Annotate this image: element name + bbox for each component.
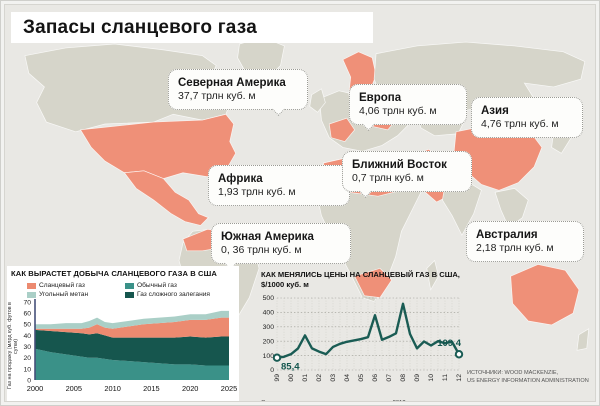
region-name: Северная Америка xyxy=(178,77,286,89)
production-chart-svg: 0 10 20 30 40 50 60 70 2000 2005 2010 2015 2020 2025 xyxy=(23,299,237,393)
svg-text:85,4: 85,4 xyxy=(281,361,300,372)
svg-text:60: 60 xyxy=(23,311,31,318)
region-name: Азия xyxy=(481,105,509,117)
price-chart-panel: КАК МЕНЯЛИСЬ ЦЕНЫ НА СЛАНЦЕВЫЙ ГАЗ В США… xyxy=(261,270,473,401)
svg-text:2005: 2005 xyxy=(66,384,82,393)
callout-australia: Австралия 2,18 трлн куб. м xyxy=(466,221,584,262)
map-mexico-highlight xyxy=(123,170,209,226)
legend-item: Обычный газ xyxy=(125,281,235,290)
region-name: Австралия xyxy=(476,229,538,241)
svg-text:2010: 2010 xyxy=(104,384,120,393)
svg-text:2015: 2015 xyxy=(143,384,159,393)
svg-text:2000: 2000 xyxy=(27,384,43,393)
legend-swatch xyxy=(27,282,36,289)
price-chart-units: $/1000 куб. м xyxy=(261,279,309,289)
svg-text:02: 02 xyxy=(316,374,323,382)
region-value: 0,7 трлн куб. м xyxy=(352,172,424,185)
map-uk xyxy=(309,88,326,113)
svg-text:07: 07 xyxy=(386,374,393,382)
svg-text:09: 09 xyxy=(414,374,421,382)
map-australia-highlight xyxy=(510,264,580,326)
callout-europe: Европа 4,06 трлн куб. м xyxy=(349,84,467,131)
svg-text:0: 0 xyxy=(27,377,31,384)
svg-text:20: 20 xyxy=(23,355,31,362)
price-chart-svg: 0 100 200 300 400 500 99 00 01 02 03 04 05 06 07 08 09 10… xyxy=(263,295,464,382)
svg-text:10: 10 xyxy=(428,374,435,382)
svg-text:01: 01 xyxy=(302,374,309,382)
callout-africa: Африка 1,93 трлн куб. м xyxy=(208,165,356,206)
map-southeast-asia xyxy=(494,188,529,228)
map-france-highlight xyxy=(328,117,356,142)
price-chart-caption: Средние цены за январь и июль каждого го… xyxy=(261,400,473,401)
sources-note: ИСТОЧНИКИ: WOOD MACKENZIE, US ENERGY INF… xyxy=(467,369,595,386)
svg-text:08: 08 xyxy=(400,374,407,382)
production-chart-legend: Сланцевый газ Обычный газ Угольный метан Га… xyxy=(27,281,235,299)
svg-text:100: 100 xyxy=(263,353,275,360)
source-line-1: ИСТОЧНИКИ: WOOD MACKENZIE, xyxy=(467,370,559,376)
page-title: Запасы сланцевого газа xyxy=(23,16,257,38)
source-line-2: US ENERGY INFORMATION ADMINISTRATION xyxy=(467,378,589,385)
svg-text:0: 0 xyxy=(270,367,274,374)
legend-item: Сланцевый газ xyxy=(27,281,125,290)
region-name: Южная Америка xyxy=(221,231,314,243)
region-value: 1,93 трлн куб. м xyxy=(218,186,296,199)
svg-text:11: 11 xyxy=(442,374,449,381)
svg-text:00: 00 xyxy=(288,374,295,382)
legend-swatch xyxy=(27,291,36,298)
svg-text:500: 500 xyxy=(263,295,275,302)
map-new-zealand xyxy=(576,328,590,351)
map-south-africa-highlight xyxy=(354,267,393,298)
svg-text:30: 30 xyxy=(23,344,31,351)
callout-north-america: Северная Америка 37,7 трлн куб. м xyxy=(168,69,308,116)
region-value: 0, 36 трлн куб. м xyxy=(221,244,302,257)
svg-text:2020: 2020 xyxy=(182,384,198,393)
svg-text:06: 06 xyxy=(372,374,379,382)
region-name: Ближний Восток xyxy=(352,159,447,171)
svg-text:200: 200 xyxy=(263,338,275,345)
map-canvas: Запасы сланцевого газа Северная Америка … xyxy=(4,4,596,402)
region-name: Европа xyxy=(359,92,402,104)
svg-text:10: 10 xyxy=(23,366,31,373)
svg-text:2025: 2025 xyxy=(221,384,237,393)
region-value: 4,76 трлн куб. м xyxy=(481,118,559,131)
svg-text:12: 12 xyxy=(456,374,463,382)
svg-text:50: 50 xyxy=(23,322,31,329)
legend-swatch xyxy=(125,282,134,289)
callout-middle-east: Ближний Восток 0,7 трлн куб. м xyxy=(342,151,472,198)
svg-text:400: 400 xyxy=(263,309,275,316)
svg-text:40: 40 xyxy=(23,333,31,340)
svg-text:99: 99 xyxy=(274,374,281,382)
region-name: Африка xyxy=(218,173,263,185)
legend-item: Газ сложного залегания xyxy=(125,290,235,299)
svg-text:03: 03 xyxy=(330,374,337,382)
callout-south-america: Южная Америка 0, 36 трлн куб. м xyxy=(211,223,351,270)
legend-item: Угольный метан xyxy=(27,290,125,299)
region-value: 37,7 трлн куб. м xyxy=(178,90,256,103)
svg-text:05: 05 xyxy=(358,374,365,382)
callout-asia: Азия 4,76 трлн куб. м xyxy=(471,97,583,138)
legend-swatch xyxy=(125,291,134,298)
svg-text:70: 70 xyxy=(23,299,31,306)
map-madagascar xyxy=(426,259,439,291)
svg-text:04: 04 xyxy=(344,374,351,382)
svg-text:300: 300 xyxy=(263,324,275,331)
price-chart-title: КАК МЕНЯЛИСЬ ЦЕНЫ НА СЛАНЦЕВЫЙ ГАЗ В США… xyxy=(261,270,460,279)
svg-text:109,4: 109,4 xyxy=(437,338,461,349)
region-value: 4,06 трлн куб. м xyxy=(359,105,437,118)
region-value: 2,18 трлн куб. м xyxy=(476,242,554,255)
production-chart-title: КАК ВЫРАСТЕТ ДОБЫЧА СЛАНЦЕВОГО ГАЗА В СШ… xyxy=(11,269,217,278)
title-bar: Запасы сланцевого газа xyxy=(11,12,373,43)
production-chart-panel: КАК ВЫРАСТЕТ ДОБЫЧА СЛАНЦЕВОГО ГАЗА В СШ… xyxy=(7,266,239,401)
